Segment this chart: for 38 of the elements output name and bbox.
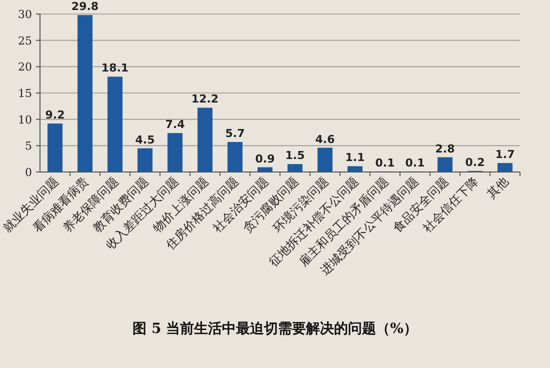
y-tick-label: 15 <box>18 87 32 100</box>
data-label: 4.6 <box>315 132 336 146</box>
data-label: 1.1 <box>345 151 365 164</box>
data-label: 4.5 <box>135 133 155 146</box>
bar <box>258 167 272 172</box>
bar <box>228 142 242 172</box>
data-label: 0.1 <box>405 156 425 170</box>
bar <box>348 166 362 172</box>
data-label: 0.2 <box>465 156 485 169</box>
data-label: 7.4 <box>165 118 186 132</box>
data-label: 5.7 <box>225 126 245 140</box>
y-tick-label: 10 <box>18 113 32 126</box>
y-tick-label: 20 <box>18 60 32 74</box>
data-label: 0.9 <box>255 152 275 166</box>
data-label: 2.8 <box>435 142 455 156</box>
y-tick-label: 5 <box>25 140 32 153</box>
bar <box>168 133 182 172</box>
data-label: 9.2 <box>45 108 65 122</box>
bar <box>438 157 452 172</box>
bar <box>138 148 152 172</box>
bar <box>48 124 62 172</box>
bar <box>288 164 302 172</box>
bar <box>318 148 332 172</box>
bar <box>108 76 122 172</box>
data-label: 1.5 <box>285 149 305 162</box>
data-label: 29.8 <box>71 0 99 14</box>
y-tick-label: 25 <box>18 34 32 48</box>
data-label: 0.1 <box>375 156 395 170</box>
y-tick-label: 30 <box>18 8 32 21</box>
text: 图 5 当前生活中最迫切需要解决的问题（%） <box>132 321 418 337</box>
bar <box>498 163 512 172</box>
data-label: 1.7 <box>495 148 515 162</box>
bar <box>78 15 92 172</box>
data-label: 18.1 <box>101 62 129 75</box>
bar <box>198 108 212 172</box>
y-tick-label: 0 <box>25 166 32 179</box>
x-tick-label: 其他 <box>484 174 512 202</box>
data-label: 12.2 <box>191 92 219 106</box>
